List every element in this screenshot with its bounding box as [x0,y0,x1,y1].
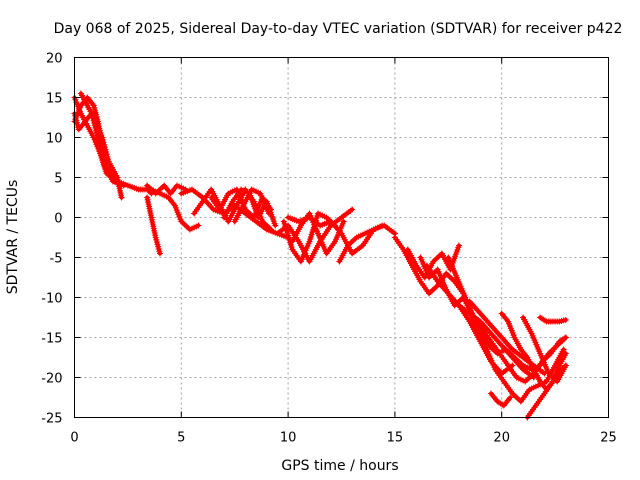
y-axis-label: SDTVAR / TECUs [5,180,21,295]
chart-title: Day 068 of 2025, Sidereal Day-to-day VTE… [54,21,623,37]
series-markers [336,222,386,265]
x-tick-label: 15 [387,431,404,446]
x-tick-label: 25 [600,431,617,446]
series-track-4 [77,90,125,201]
series-track-20 [417,254,569,373]
y-tick-label: 5 [54,172,62,187]
series-track-5 [144,194,163,257]
x-axis-label: GPS time / hours [281,458,398,474]
series-track-29 [537,314,569,325]
series-markers [488,390,514,409]
x-tick-label: 10 [280,431,297,446]
series-track-12 [231,186,272,225]
x-tick-label: 0 [70,431,78,446]
y-tick-label: -20 [41,372,62,387]
series-track-7 [144,182,189,197]
plot-frame [74,57,609,418]
y-tick-label: 20 [46,52,63,67]
y-tick-label: 10 [46,132,63,147]
y-tick-label: 0 [54,212,62,227]
series-markers [231,186,272,225]
y-tick-label: -25 [41,412,62,427]
ticks: 0 5 10 15 20 25 20 15 10 5 0 -5 -10 -15 -20 -25 [41,52,617,446]
series-band [149,187,201,232]
series-markers [417,254,569,373]
series-markers [77,90,125,201]
x-tick-label: 20 [493,431,510,446]
y-tick-label: 15 [46,92,63,107]
series-markers [466,310,567,405]
series-track-14 [280,210,339,265]
series-markers [221,186,279,229]
series-markers [280,210,339,265]
series-track-30 [524,362,569,421]
series-track-25 [466,310,567,405]
series-track-26 [488,390,514,409]
series-markers [144,194,163,257]
y-tick-label: -15 [41,332,62,347]
series-markers [144,182,189,197]
y-tick-label: -10 [41,292,62,307]
series-track-18 [391,234,467,297]
series-markers [537,314,569,325]
series-layer [71,90,569,421]
y-tick-label: -5 [50,252,63,267]
x-tick-label: 5 [177,431,185,446]
series-track-17 [336,222,386,265]
